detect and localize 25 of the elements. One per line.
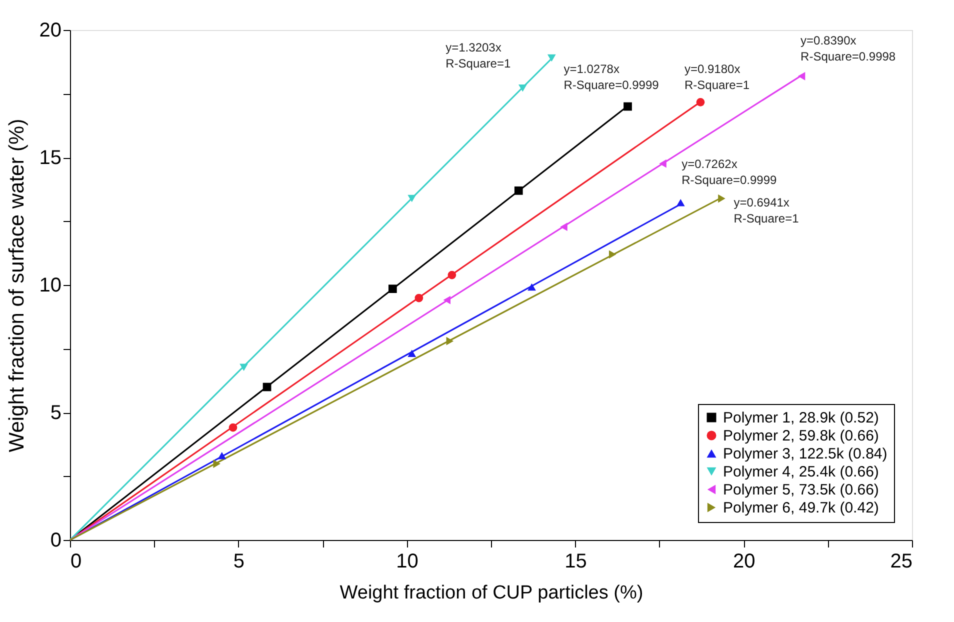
legend-label: Polymer 4, 25.4k (0.66) [723,464,879,480]
legend-label: Polymer 1, 28.9k (0.52) [723,410,879,426]
x-tick-label: 15 [564,550,587,572]
annotation: y=0.8390x R-Square=0.9998 [800,33,896,64]
y-tick-label: 10 [39,274,62,296]
annotation: y=1.0278x R-Square=0.9999 [564,62,660,92]
x-axis-title: Weight fraction of CUP particles (%) [340,582,644,604]
legend-label: Polymer 2, 59.8k (0.66) [723,428,879,444]
x-tick-label: 10 [396,550,418,572]
y-tick-label: 20 [39,20,62,42]
annotation: y=0.7262x R-Square=0.9999 [682,157,778,188]
annotation: y=1.3203x R-Square=1 [446,40,511,71]
annotation: y=0.6941x R-Square=1 [734,196,800,226]
y-axis-title: Weight fraction of surface water (%) [5,118,28,452]
y-tick-label: 0 [50,530,62,552]
legend-label: Polymer 3, 122.5k (0.84) [723,446,888,462]
x-tick-label: 25 [890,550,912,572]
x-tick-label: 0 [70,550,82,572]
x-tick-label: 5 [233,550,244,572]
annotation: y=0.9180x R-Square=1 [684,62,750,92]
legend-label: Polymer 6, 49.7k (0.42) [723,500,879,516]
y-tick-label: 15 [39,147,62,169]
x-tick-label: 20 [732,550,756,572]
y-tick-label: 5 [50,402,62,424]
legend-label: Polymer 5, 73.5k (0.66) [723,482,879,498]
